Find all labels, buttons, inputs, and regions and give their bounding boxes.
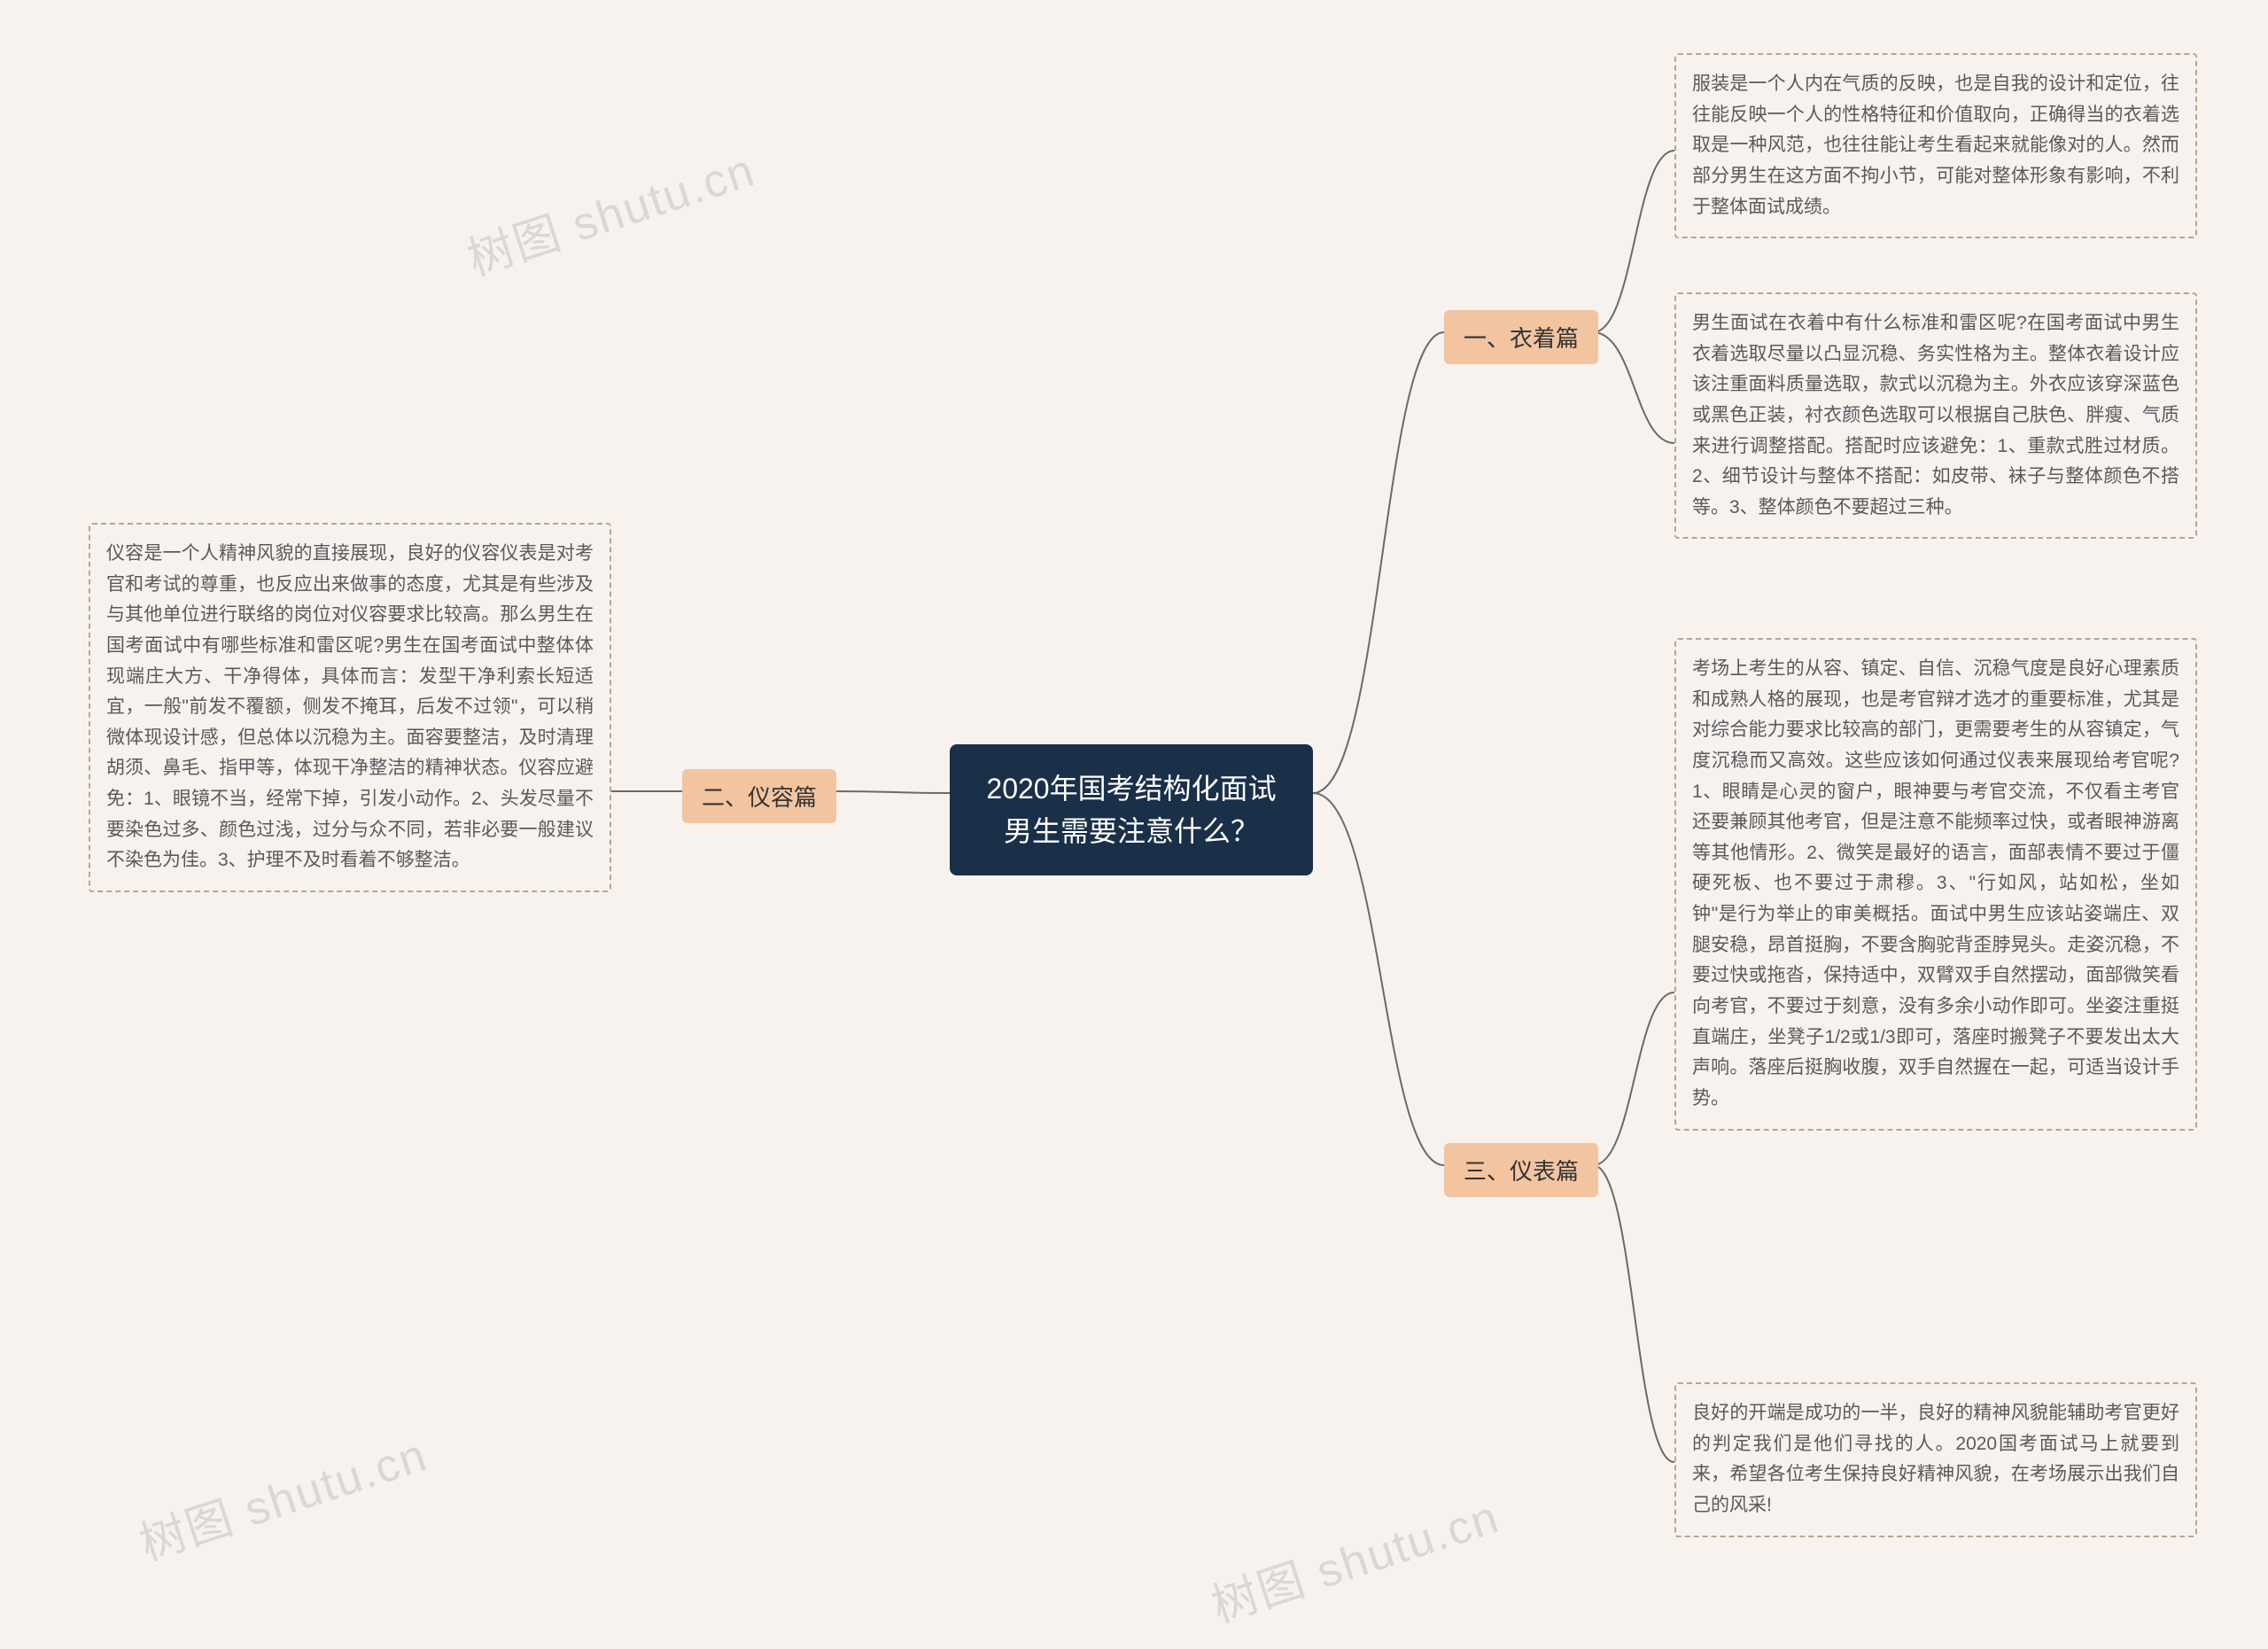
branch-clothing[interactable]: 一、衣着篇: [1444, 310, 1598, 364]
watermark: 树图 shutu.cn: [130, 1418, 435, 1573]
mindmap-root[interactable]: 2020年国考结构化面试男生需要注意什么？: [950, 744, 1313, 875]
branch-grooming[interactable]: 二、仪容篇: [682, 769, 836, 823]
leaf-clothing-2: 男生面试在衣着中有什么标准和雷区呢?在国考面试中男生衣着选取尽量以凸显沉稳、务实…: [1674, 292, 2197, 539]
branch-demeanor[interactable]: 三、仪表篇: [1444, 1143, 1598, 1197]
watermark: 树图 shutu.cn: [1202, 1480, 1507, 1635]
leaf-demeanor-2: 良好的开端是成功的一半，良好的精神风貌能辅助考官更好的判定我们是他们寻找的人。2…: [1674, 1382, 2197, 1537]
watermark: 树图 shutu.cn: [458, 133, 763, 288]
leaf-clothing-1: 服装是一个人内在气质的反映，也是自我的设计和定位，往往能反映一个人的性格特征和价…: [1674, 53, 2197, 238]
leaf-demeanor-1: 考场上考生的从容、镇定、自信、沉稳气度是良好心理素质和成熟人格的展现，也是考官辩…: [1674, 638, 2197, 1131]
leaf-grooming-1: 仪容是一个人精神风貌的直接展现，良好的仪容仪表是对考官和考试的尊重，也反应出来做…: [89, 523, 611, 892]
